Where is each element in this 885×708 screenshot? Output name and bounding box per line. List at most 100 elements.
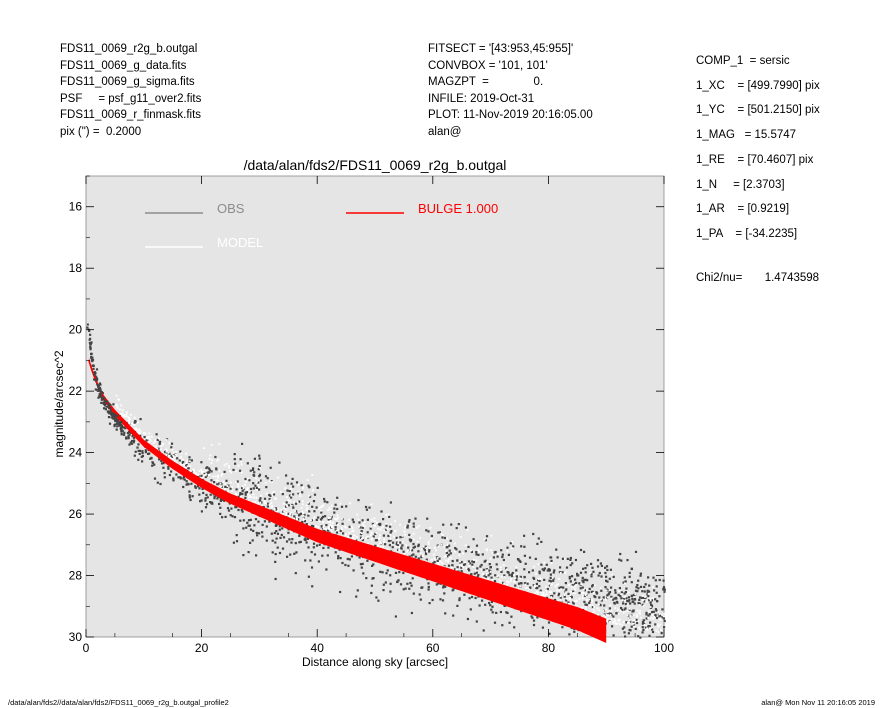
model-point <box>389 534 392 536</box>
obs-point <box>267 502 270 505</box>
model-point <box>322 521 324 524</box>
model-point <box>564 571 567 574</box>
model-point <box>306 507 309 510</box>
obs-point <box>205 474 208 477</box>
model-point <box>462 566 464 569</box>
obs-point <box>547 568 550 571</box>
obs-point <box>122 426 126 429</box>
model-point <box>573 585 576 588</box>
obs-point <box>336 507 339 511</box>
obs-point <box>587 591 590 594</box>
model-point <box>119 413 122 415</box>
model-point <box>487 578 490 581</box>
obs-point <box>557 592 561 595</box>
model-point <box>559 595 562 598</box>
model-point <box>490 534 493 537</box>
obs-point <box>151 464 154 467</box>
obs-point <box>108 422 112 425</box>
obs-point <box>485 568 488 571</box>
model-point <box>623 582 626 585</box>
obs-point <box>608 607 611 610</box>
model-point <box>425 546 428 549</box>
obs-point <box>290 541 293 544</box>
model-point <box>604 616 607 619</box>
obs-point <box>102 401 105 404</box>
obs-point <box>529 586 532 589</box>
model-point <box>264 502 266 504</box>
obs-point <box>134 420 137 423</box>
model-point <box>557 583 559 586</box>
obs-point <box>276 532 279 535</box>
obs-point <box>128 443 131 446</box>
model-point <box>566 597 569 600</box>
obs-point <box>512 545 515 548</box>
obs-point <box>228 502 231 505</box>
obs-point <box>627 596 631 599</box>
model-point <box>352 537 354 540</box>
model-point <box>162 443 165 446</box>
model-point <box>336 514 339 517</box>
model-point <box>545 589 548 592</box>
obs-point <box>167 467 170 470</box>
obs-point <box>335 531 339 534</box>
model-point <box>208 458 211 460</box>
obs-point <box>206 471 209 474</box>
obs-point <box>339 590 342 594</box>
obs-point <box>523 534 526 537</box>
obs-point <box>366 531 369 534</box>
obs-point <box>412 542 415 546</box>
obs-point <box>358 556 361 559</box>
obs-point <box>458 599 461 602</box>
model-point <box>422 545 425 548</box>
obs-point <box>357 499 360 502</box>
obs-point <box>481 599 484 602</box>
obs-point <box>253 474 256 477</box>
obs-point <box>205 493 208 496</box>
obs-point <box>573 630 576 633</box>
model-point <box>148 432 151 435</box>
model-point <box>627 591 630 594</box>
model-point <box>235 481 237 483</box>
model-point <box>628 619 631 621</box>
model-point <box>130 425 132 428</box>
model-point <box>486 549 488 552</box>
model-point <box>307 501 310 504</box>
obs-point <box>213 497 216 500</box>
obs-point <box>508 621 511 624</box>
obs-point <box>526 582 529 585</box>
obs-point <box>89 342 92 345</box>
model-point <box>358 525 361 528</box>
model-point <box>524 583 527 586</box>
model-point <box>168 454 170 457</box>
model-point <box>374 524 377 527</box>
obs-point <box>385 524 388 527</box>
obs-point <box>261 535 264 538</box>
model-point <box>409 548 412 550</box>
obs-point <box>450 523 453 526</box>
model-point <box>379 545 382 548</box>
model-point <box>284 487 287 490</box>
obs-point <box>364 505 368 509</box>
obs-point <box>208 469 211 472</box>
obs-point <box>656 600 659 603</box>
obs-point <box>139 418 142 421</box>
model-point <box>385 522 388 525</box>
obs-point <box>232 468 235 471</box>
obs-point <box>654 623 657 626</box>
model-point <box>204 469 207 472</box>
obs-point <box>392 541 395 544</box>
obs-point <box>443 536 447 540</box>
model-point <box>281 513 284 515</box>
obs-point <box>621 627 624 630</box>
obs-point <box>591 585 594 588</box>
obs-point <box>435 583 438 586</box>
obs-point <box>641 620 645 624</box>
model-point <box>312 489 314 492</box>
obs-point <box>258 457 261 460</box>
model-point <box>330 504 333 507</box>
obs-point <box>491 605 494 608</box>
obs-point <box>252 482 255 485</box>
obs-point <box>605 579 608 582</box>
obs-point <box>287 504 290 507</box>
obs-point <box>598 596 601 599</box>
